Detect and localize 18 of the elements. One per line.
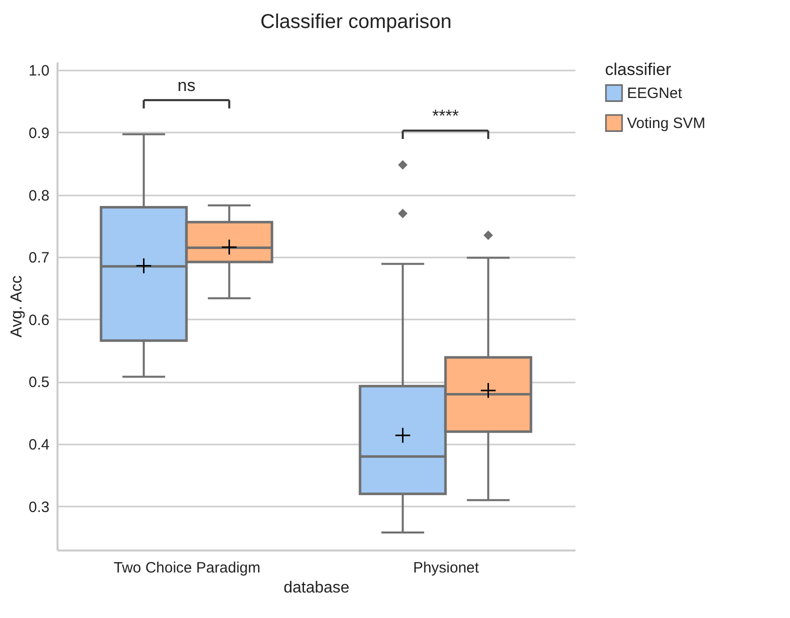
x-tick-label: Physionet: [413, 560, 480, 576]
x-tick-label: Two Choice Paradigm: [114, 560, 260, 576]
y-tick-label: 0.9: [28, 124, 50, 142]
legend-title: classifier: [605, 60, 672, 79]
chart-title: Classifier comparison: [260, 11, 452, 33]
y-tick-label: 0.8: [28, 187, 50, 204]
legend-label: EEGNet: [627, 85, 683, 102]
y-axis-title: Avg. Acc: [8, 276, 26, 338]
x-axis-title: database: [284, 580, 350, 596]
y-tick-label: 0.6: [28, 312, 50, 329]
annotation: ****: [432, 106, 460, 126]
annotation: ns: [178, 76, 196, 96]
y-tick-label: 0.5: [28, 374, 50, 392]
y-tick-label: 0.3: [28, 498, 50, 516]
y-tick-label: 0.7: [28, 250, 50, 267]
y-tick-label: 0.4: [28, 436, 50, 454]
y-tick-label: 1.0: [28, 62, 50, 80]
legend-label: Voting SVM: [627, 115, 706, 132]
